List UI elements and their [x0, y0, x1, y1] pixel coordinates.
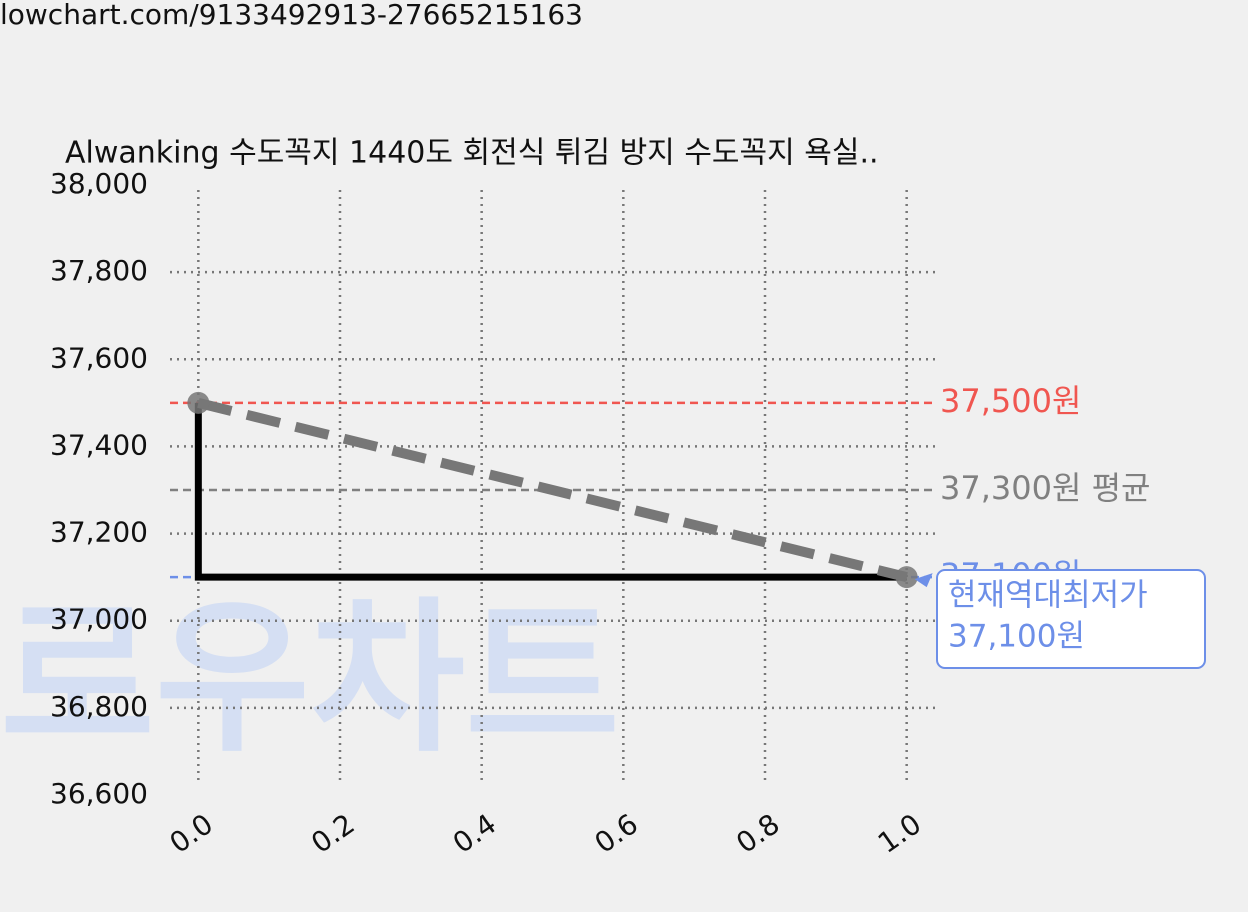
- x-tick-label: 1.0: [872, 807, 927, 860]
- annotation-text: 현재역대최저가: [948, 578, 1148, 614]
- x-tick-label: 0.8: [730, 807, 785, 860]
- chart-title: Alwanking 수도꼭지 1440도 회전식 튀김 방지 수도꼭지 욕실..: [65, 136, 879, 171]
- x-tick-label: 0.4: [447, 807, 502, 860]
- series-line: [194, 402, 907, 581]
- reference-label: 37,500원: [940, 382, 1081, 420]
- y-tick-label: 36,600: [50, 777, 148, 810]
- marker: [187, 391, 210, 414]
- reference-label: 37,300원 평균: [940, 469, 1150, 507]
- marker: [895, 566, 918, 589]
- x-tick-label: 0.6: [589, 807, 644, 860]
- annotation-arrow: [914, 573, 933, 588]
- x-tick-label: 0.2: [305, 807, 360, 860]
- annotation-text: 37,100원: [948, 619, 1085, 655]
- annotation-box: [936, 569, 1206, 669]
- y-tick-label: 37,600: [50, 341, 148, 374]
- y-tick-label: 37,400: [50, 428, 148, 461]
- y-tick-label: 37,800: [50, 254, 148, 287]
- url: lowchart.com/9133492913-27665215163: [0, 0, 583, 31]
- y-tick-label: 37,200: [50, 516, 148, 549]
- y-tick-label: 38,000: [50, 167, 148, 200]
- y-tick-label: 36,800: [50, 690, 148, 723]
- y-tick-label: 37,000: [50, 603, 148, 636]
- series-line: [197, 398, 908, 582]
- watermark: 로우차트: [0, 582, 620, 774]
- x-tick-label: 0.0: [164, 807, 219, 860]
